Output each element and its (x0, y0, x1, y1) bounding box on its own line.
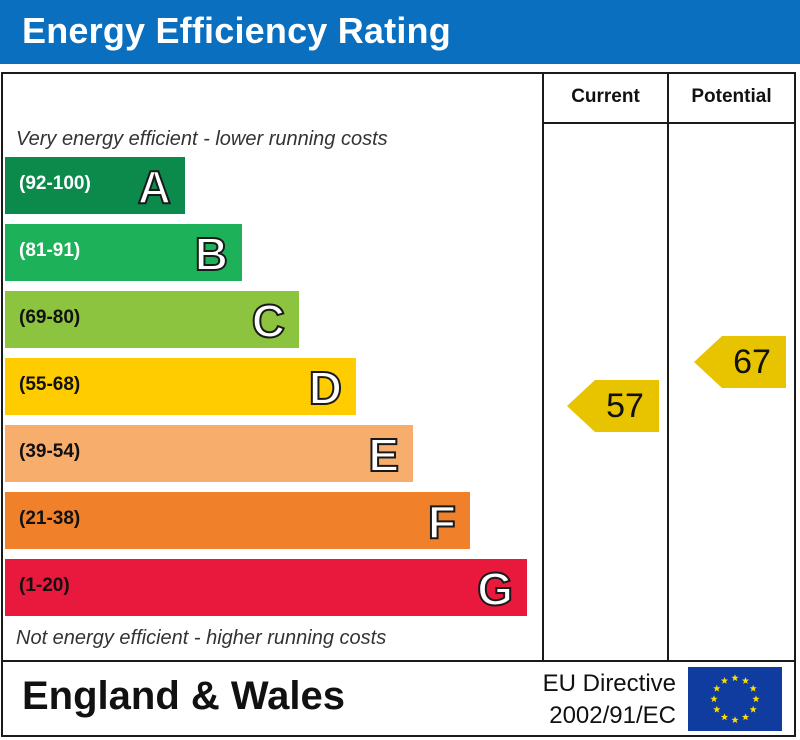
eu-directive: EU Directive 2002/91/EC (514, 668, 676, 732)
flag-star (720, 677, 729, 684)
divider-current (542, 72, 544, 662)
band-letter: G (476, 562, 514, 616)
band-range-label: (81-91) (19, 240, 81, 261)
band-f: (21-38) F (5, 492, 470, 549)
flag-star (713, 684, 721, 692)
chart-title: Energy Efficiency Rating (22, 10, 451, 51)
flag-star (752, 695, 760, 703)
column-header-potential: Potential (691, 86, 772, 107)
potential-rating-arrow: 67 (694, 336, 786, 389)
title-bar: Energy Efficiency Rating (0, 0, 800, 64)
band-letter: C (251, 294, 286, 348)
top-note: Very energy efficient - lower running co… (16, 128, 388, 150)
header-underline (542, 122, 796, 124)
country-label: England & Wales (22, 674, 346, 718)
band-range-label: (1-20) (19, 575, 70, 596)
band-letter: D (308, 361, 343, 415)
flag-star (731, 674, 739, 682)
divider-potential (667, 72, 669, 662)
band-letter: F (427, 495, 457, 549)
band-g: (1-20) G (5, 559, 527, 616)
band-d: (55-68) D (5, 358, 356, 415)
potential-rating-arrow-value: 67 (733, 343, 771, 382)
band-c: (69-80) C (5, 291, 299, 348)
flag-star (741, 677, 750, 684)
band-e: (39-54) E (5, 425, 413, 482)
footer-divider (1, 660, 796, 662)
current-rating-arrow: 57 (567, 380, 659, 433)
band-range-label: (55-68) (19, 374, 81, 395)
current-rating-arrow-value: 57 (606, 387, 644, 426)
flag-star (710, 695, 718, 703)
band-range-label: (39-54) (19, 441, 81, 462)
flag-star (731, 716, 739, 724)
band-letter: B (194, 227, 229, 281)
band-range-label: (21-38) (19, 508, 81, 529)
band-letter: A (137, 160, 172, 214)
eu-flag-stars (710, 674, 760, 724)
eu-flag-icon (688, 667, 782, 731)
bottom-note: Not energy efficient - higher running co… (16, 627, 387, 649)
rating-frame (1, 72, 796, 737)
flag-star (741, 713, 750, 721)
flag-star (749, 684, 757, 692)
flag-star (749, 705, 757, 713)
eu-directive-line1: EU Directive (542, 670, 676, 697)
band-letter: E (367, 428, 400, 482)
band-a: (92-100) A (5, 157, 185, 214)
band-b: (81-91) B (5, 224, 242, 281)
eu-directive-line2: 2002/91/EC (549, 702, 676, 729)
flag-star (713, 705, 721, 713)
band-range-label: (69-80) (19, 307, 81, 328)
column-header-current: Current (571, 86, 640, 107)
band-range-label: (92-100) (19, 173, 91, 194)
flag-star (720, 713, 729, 721)
